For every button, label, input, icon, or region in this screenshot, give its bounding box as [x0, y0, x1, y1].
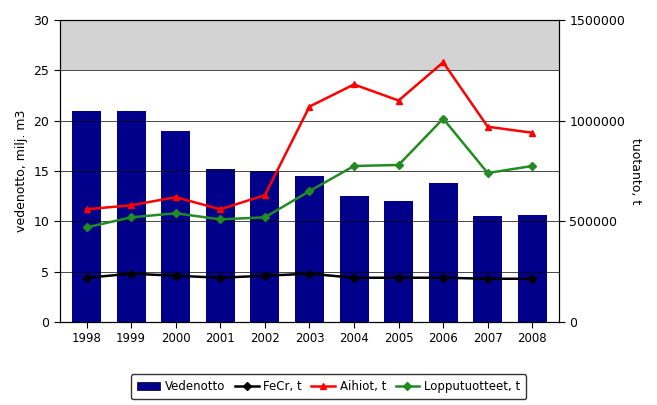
- Bar: [295, 176, 324, 322]
- Aihiot, t: [261, 193, 269, 198]
- Aihiot, t: [306, 104, 313, 109]
- Bar: [518, 215, 547, 322]
- Line: Aihiot, t: Aihiot, t: [84, 60, 535, 212]
- Lopputuotteet, t: [484, 171, 491, 175]
- Aihiot, t: [83, 207, 91, 212]
- Lopputuotteet, t: [350, 164, 358, 168]
- FeCr, t: [127, 271, 135, 276]
- Bar: [60, 70, 559, 322]
- Lopputuotteet, t: [306, 189, 313, 194]
- FeCr, t: [484, 276, 491, 281]
- Y-axis label: vedenotto, milj. m3: vedenotto, milj. m3: [15, 110, 28, 232]
- Aihiot, t: [127, 203, 135, 208]
- Aihiot, t: [171, 195, 179, 200]
- Lopputuotteet, t: [395, 162, 403, 167]
- Aihiot, t: [440, 60, 447, 65]
- FeCr, t: [306, 271, 313, 276]
- Legend: Vedenotto, FeCr, t, Aihiot, t, Lopputuotteet, t: Vedenotto, FeCr, t, Aihiot, t, Lopputuot…: [131, 374, 526, 399]
- Lopputuotteet, t: [216, 217, 224, 222]
- Lopputuotteet, t: [528, 164, 536, 168]
- FeCr, t: [216, 275, 224, 280]
- FeCr, t: [440, 275, 447, 280]
- FeCr, t: [350, 275, 358, 280]
- Bar: [340, 196, 369, 322]
- FeCr, t: [261, 273, 269, 278]
- Y-axis label: tuotanto, t: tuotanto, t: [629, 138, 642, 204]
- FeCr, t: [528, 276, 536, 281]
- Bar: [428, 183, 458, 322]
- Line: Lopputuotteet, t: Lopputuotteet, t: [84, 116, 535, 230]
- FeCr, t: [171, 273, 179, 278]
- Lopputuotteet, t: [83, 225, 91, 230]
- Aihiot, t: [484, 124, 491, 129]
- Lopputuotteet, t: [171, 211, 179, 216]
- Bar: [117, 111, 146, 322]
- Aihiot, t: [528, 130, 536, 135]
- Bar: [250, 171, 279, 322]
- Lopputuotteet, t: [440, 116, 447, 121]
- Aihiot, t: [350, 82, 358, 87]
- Bar: [72, 111, 101, 322]
- FeCr, t: [83, 275, 91, 280]
- FeCr, t: [395, 275, 403, 280]
- Line: FeCr, t: FeCr, t: [84, 271, 535, 281]
- Bar: [473, 216, 502, 322]
- Bar: [206, 169, 235, 322]
- Lopputuotteet, t: [261, 215, 269, 220]
- Aihiot, t: [216, 207, 224, 212]
- Aihiot, t: [395, 98, 403, 103]
- Bar: [161, 131, 191, 322]
- Lopputuotteet, t: [127, 215, 135, 220]
- Bar: [384, 201, 413, 322]
